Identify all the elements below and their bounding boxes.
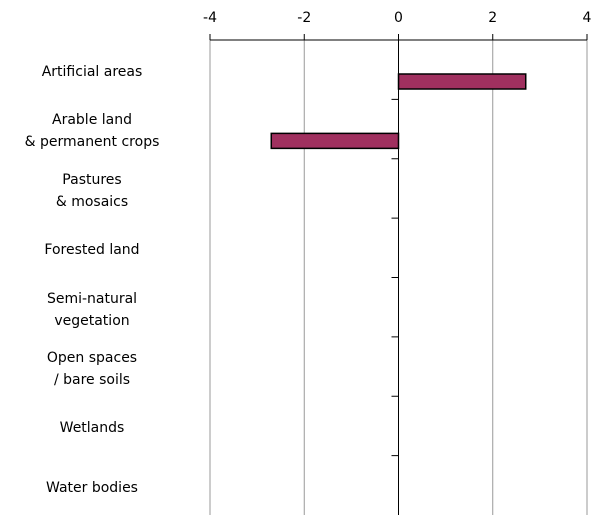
bar xyxy=(270,132,400,150)
category-label: Semi-natural vegetation xyxy=(46,290,138,329)
bar xyxy=(397,73,527,90)
x-tick-label: 4 xyxy=(583,10,592,26)
x-tick-label: 0 xyxy=(394,10,403,26)
category-label: Forested land xyxy=(44,242,140,259)
x-tick-label: -2 xyxy=(297,10,311,26)
category-label: Pastures & mosaics xyxy=(55,171,129,210)
category-label: Open spaces / bare soils xyxy=(46,349,138,388)
category-label: Artificial areas xyxy=(41,64,143,80)
category-label: Water bodies xyxy=(46,479,138,496)
category-label: Wetlands xyxy=(59,420,125,437)
category-label: Arable land & permanent crops xyxy=(24,112,160,151)
x-tick-label: -4 xyxy=(203,10,217,26)
x-tick-label: 2 xyxy=(488,10,497,26)
